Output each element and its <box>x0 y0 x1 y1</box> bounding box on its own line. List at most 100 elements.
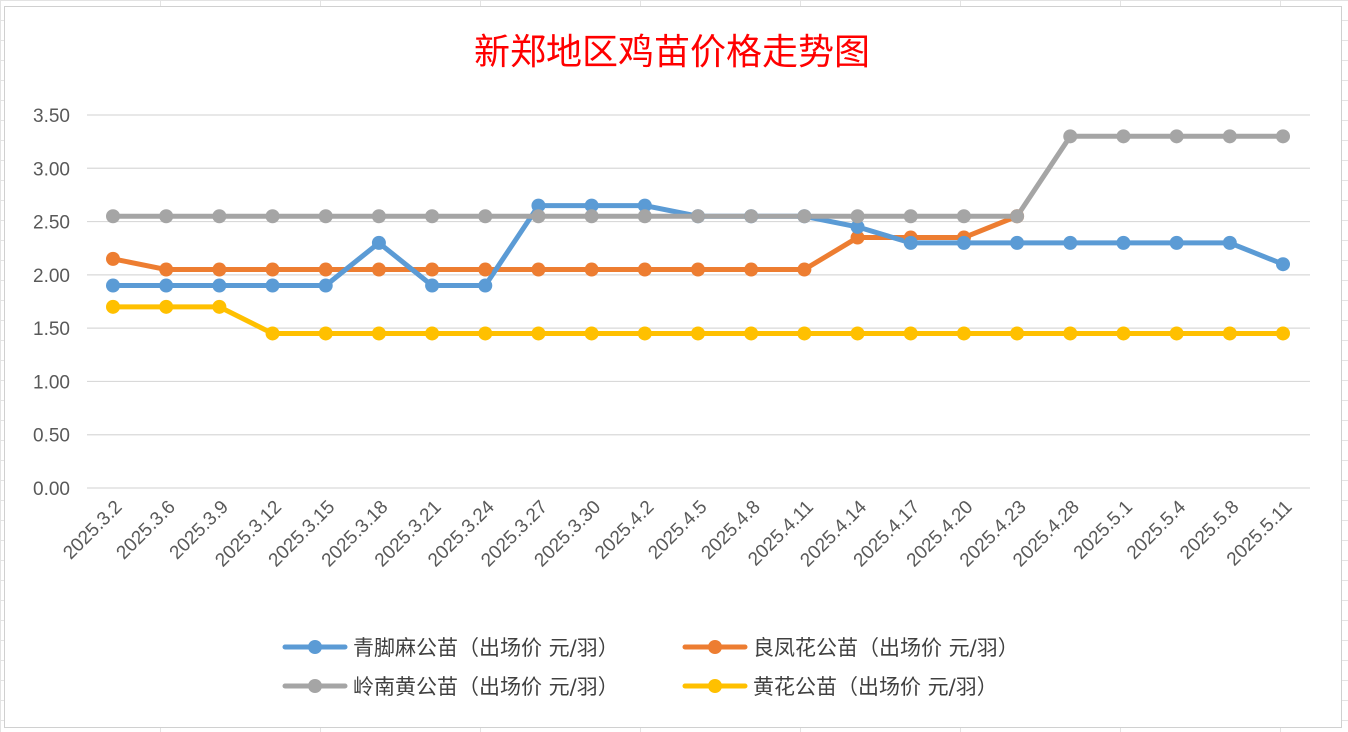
data-point <box>637 326 652 341</box>
legend-swatch-marker <box>308 679 322 693</box>
data-point <box>691 326 705 341</box>
series-points <box>106 129 1290 341</box>
legend[interactable]: 青脚麻公苗（出场价 元/羽） 良凤花公苗（出场价 元/羽） 岭南黄公苗（出场价 元/… <box>282 636 1019 699</box>
legend-label: 岭南黄公苗（出场价 元/羽） <box>353 675 619 699</box>
data-point <box>531 198 546 213</box>
data-point <box>1010 326 1025 341</box>
data-point <box>797 326 812 341</box>
legend-item[interactable]: 岭南黄公苗（出场价 元/羽） <box>282 675 619 699</box>
data-point <box>531 262 546 277</box>
data-point <box>903 326 918 341</box>
legend-label: 黄花公苗（出场价 元/羽） <box>753 675 998 699</box>
data-point <box>478 262 493 277</box>
data-point <box>903 235 918 250</box>
data-point <box>318 262 333 277</box>
gridlines <box>87 114 1310 489</box>
y-tick-label: 1.50 <box>33 319 70 340</box>
data-point <box>1276 326 1290 341</box>
data-point <box>425 209 440 224</box>
data-point <box>1063 235 1078 250</box>
data-point <box>265 326 280 341</box>
legend-item[interactable]: 黄花公苗（出场价 元/羽） <box>682 675 998 699</box>
data-point <box>212 209 227 224</box>
series-line <box>110 213 1020 273</box>
series-lines <box>110 133 1286 336</box>
y-tick-label: 2.00 <box>33 266 70 287</box>
data-point <box>212 262 227 277</box>
data-point <box>318 326 333 341</box>
data-point <box>691 262 705 277</box>
data-point <box>265 209 280 224</box>
data-point <box>637 198 652 213</box>
data-point <box>212 278 227 293</box>
data-point <box>797 262 812 277</box>
data-point <box>850 209 865 224</box>
legend-swatch-marker <box>708 640 722 654</box>
data-point <box>265 278 280 293</box>
data-point <box>850 326 865 341</box>
data-point <box>371 209 386 224</box>
y-tick-label: 3.00 <box>33 159 70 180</box>
data-point <box>425 262 440 277</box>
x-axis: 2025.3.22025.3.62025.3.92025.3.122025.3.… <box>59 496 1296 571</box>
data-point <box>1222 326 1237 341</box>
data-point <box>1063 129 1078 144</box>
legend-label: 良凤花公苗（出场价 元/羽） <box>753 636 1019 660</box>
chart-area[interactable] <box>4 6 1342 728</box>
data-point <box>318 278 333 293</box>
series-line <box>110 133 1286 219</box>
data-point <box>584 326 599 341</box>
y-tick-label: 0.50 <box>33 426 70 447</box>
data-point <box>1169 235 1184 250</box>
data-point <box>584 262 599 277</box>
data-point <box>1116 129 1131 144</box>
data-point <box>371 326 386 341</box>
data-point <box>425 326 440 341</box>
data-point <box>531 209 546 224</box>
data-point <box>1116 326 1131 341</box>
y-tick-label: 2.50 <box>33 213 70 234</box>
data-point <box>584 209 599 224</box>
data-point <box>956 235 971 250</box>
data-point <box>1010 235 1025 250</box>
data-point <box>903 209 918 224</box>
data-point <box>637 209 652 224</box>
data-point <box>159 299 174 314</box>
data-point <box>744 209 759 224</box>
legend-swatch-marker <box>308 640 322 654</box>
legend-label: 青脚麻公苗（出场价 元/羽） <box>353 636 619 660</box>
data-point <box>106 278 120 293</box>
data-point <box>106 251 120 266</box>
data-point <box>744 326 759 341</box>
data-point <box>744 262 759 277</box>
chart-title: 新郑地区鸡苗价格走势图 <box>474 32 870 73</box>
y-tick-label: 0.00 <box>33 479 70 500</box>
data-point <box>478 278 493 293</box>
data-point <box>850 230 865 245</box>
data-point <box>425 278 440 293</box>
legend-item[interactable]: 青脚麻公苗（出场价 元/羽） <box>282 636 619 660</box>
data-point <box>1116 235 1131 250</box>
legend-item[interactable]: 良凤花公苗（出场价 元/羽） <box>682 636 1019 660</box>
data-point <box>584 198 599 213</box>
data-point <box>159 209 174 224</box>
data-point <box>850 219 865 234</box>
y-tick-label: 1.00 <box>33 372 70 393</box>
data-point <box>956 209 971 224</box>
data-point <box>478 326 493 341</box>
legend-swatch-marker <box>708 679 722 693</box>
data-point <box>265 262 280 277</box>
data-point <box>1276 257 1290 272</box>
data-point <box>106 209 120 224</box>
data-point <box>371 262 386 277</box>
data-point <box>531 326 546 341</box>
data-point <box>1010 209 1025 224</box>
data-point <box>1222 129 1237 144</box>
data-point <box>956 326 971 341</box>
data-point <box>1169 326 1184 341</box>
data-point <box>691 209 705 224</box>
y-axis: 0.00 0.50 1.00 1.50 2.00 2.50 3.00 3.50 <box>33 106 70 500</box>
y-tick-label: 3.50 <box>33 106 70 127</box>
data-point <box>159 262 174 277</box>
